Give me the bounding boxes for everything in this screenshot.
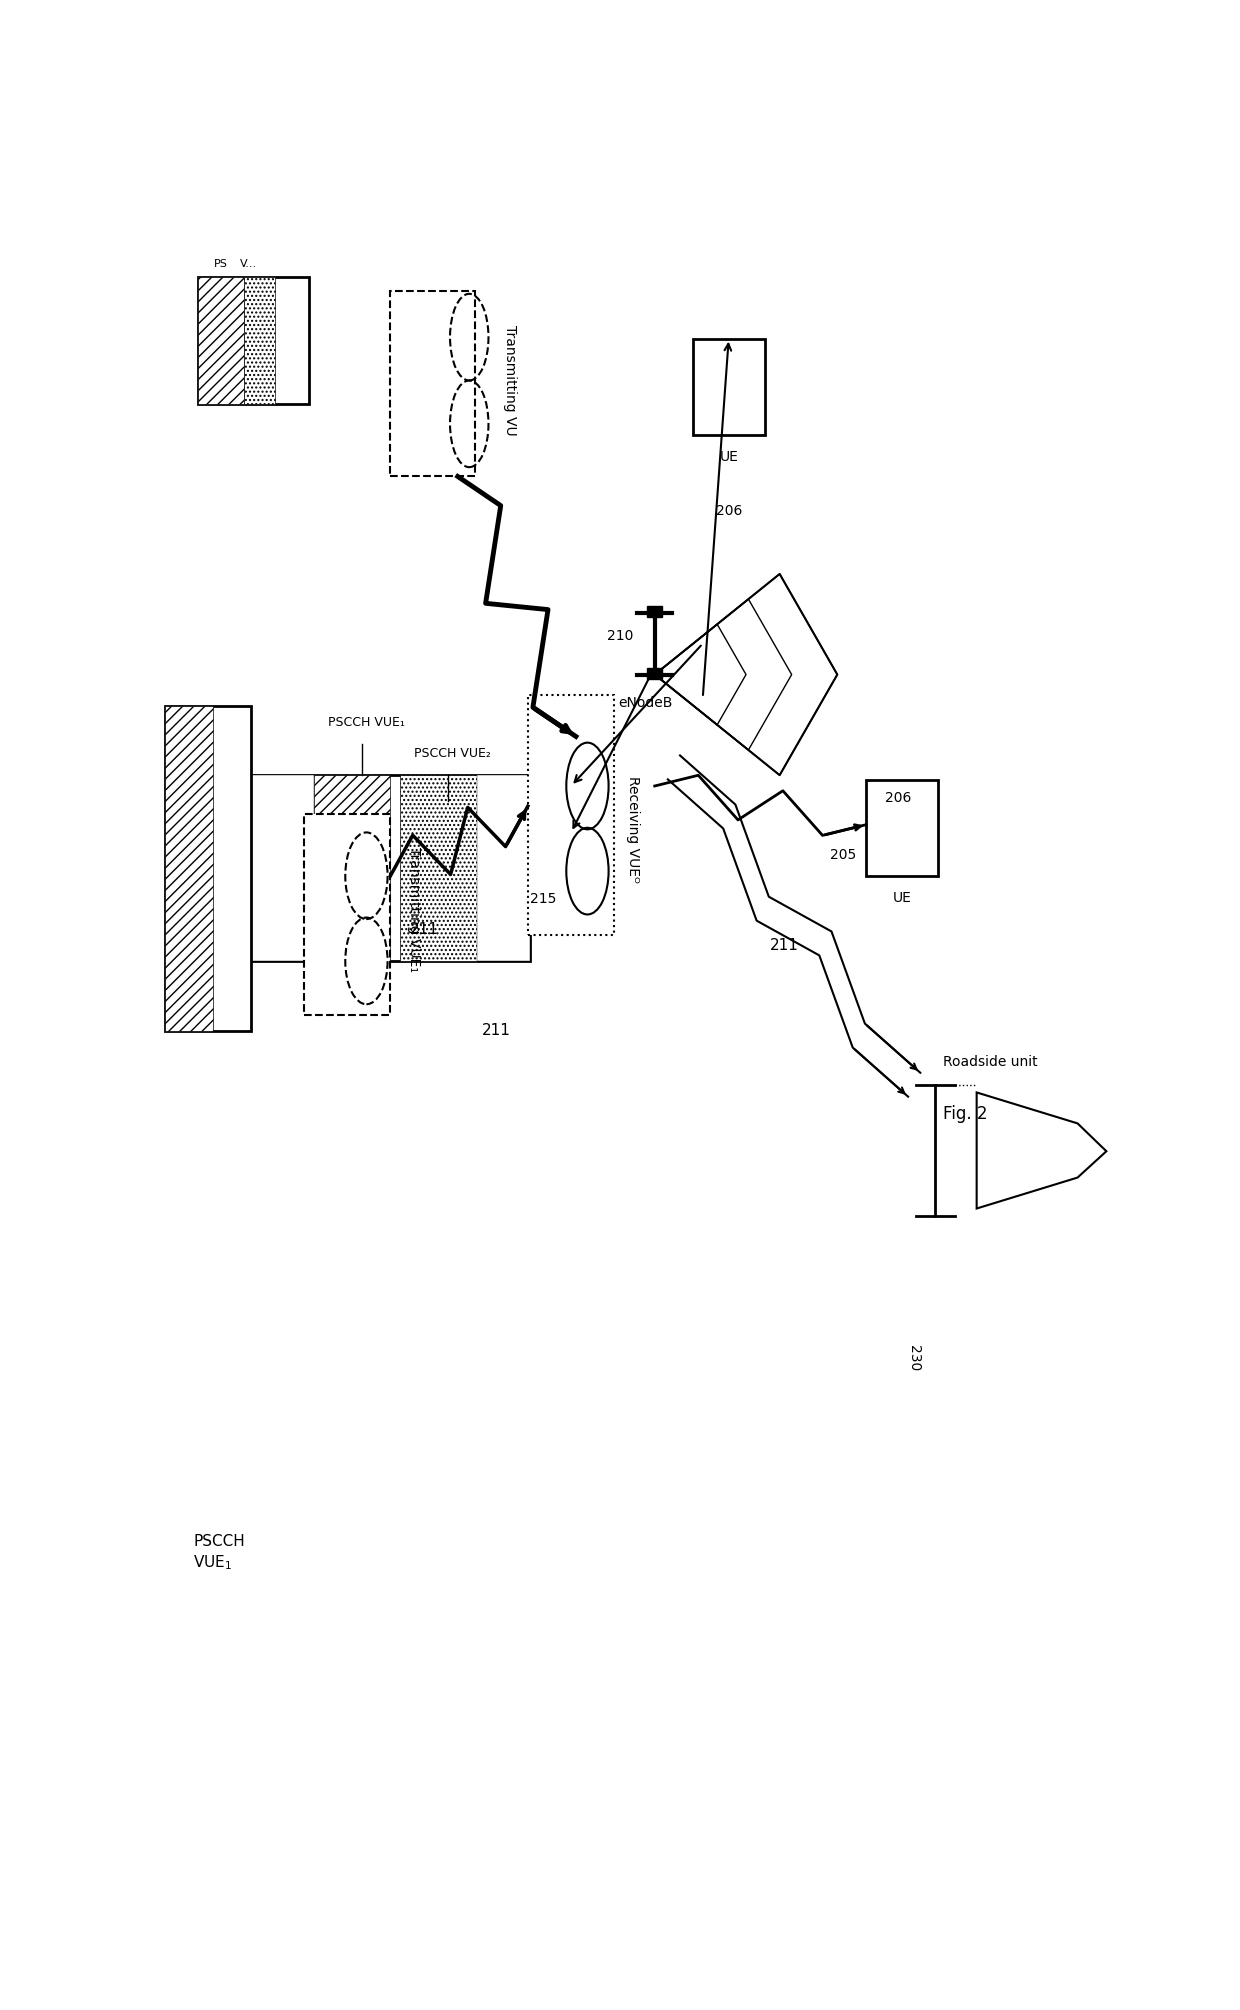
- Text: 211: 211: [770, 939, 799, 953]
- Text: eNodeB: eNodeB: [618, 695, 672, 710]
- Text: 206: 206: [715, 505, 742, 519]
- Text: 211: 211: [409, 923, 439, 937]
- Text: 210: 210: [608, 629, 634, 643]
- Text: 211: 211: [481, 1023, 511, 1037]
- Text: Fig. 2: Fig. 2: [942, 1106, 987, 1124]
- Bar: [528, 695, 614, 935]
- Text: 205: 205: [831, 848, 857, 862]
- Bar: [647, 607, 662, 617]
- Text: VUE$_1$: VUE$_1$: [193, 1554, 233, 1572]
- Bar: [198, 277, 244, 404]
- Text: UE: UE: [893, 890, 911, 905]
- Text: V...: V...: [239, 259, 257, 269]
- Bar: [250, 776, 529, 961]
- Bar: [401, 776, 477, 961]
- Bar: [165, 706, 250, 1031]
- Text: Transmitting VUE₁: Transmitting VUE₁: [407, 848, 420, 973]
- Bar: [866, 780, 939, 876]
- Text: Receiving VUEᴼ: Receiving VUEᴼ: [626, 776, 640, 882]
- Bar: [244, 277, 275, 404]
- Bar: [647, 669, 662, 679]
- Bar: [391, 291, 475, 476]
- Bar: [165, 706, 213, 1031]
- Bar: [693, 340, 765, 434]
- Bar: [477, 776, 529, 961]
- Text: 215: 215: [529, 892, 557, 907]
- Text: 206: 206: [885, 792, 911, 806]
- Text: Roadside unit: Roadside unit: [942, 1055, 1038, 1069]
- Text: Transmitting VU: Transmitting VU: [503, 326, 517, 436]
- Text: PS: PS: [213, 259, 227, 269]
- Text: PSCCH: PSCCH: [193, 1534, 246, 1550]
- Bar: [250, 776, 314, 961]
- Text: PSCCH VUE₂: PSCCH VUE₂: [414, 746, 491, 760]
- Text: PSCCH VUE₁: PSCCH VUE₁: [329, 716, 404, 730]
- Bar: [304, 814, 391, 1015]
- Bar: [198, 277, 309, 404]
- Bar: [314, 776, 391, 961]
- Text: UE: UE: [719, 450, 738, 464]
- Text: 230: 230: [908, 1345, 921, 1371]
